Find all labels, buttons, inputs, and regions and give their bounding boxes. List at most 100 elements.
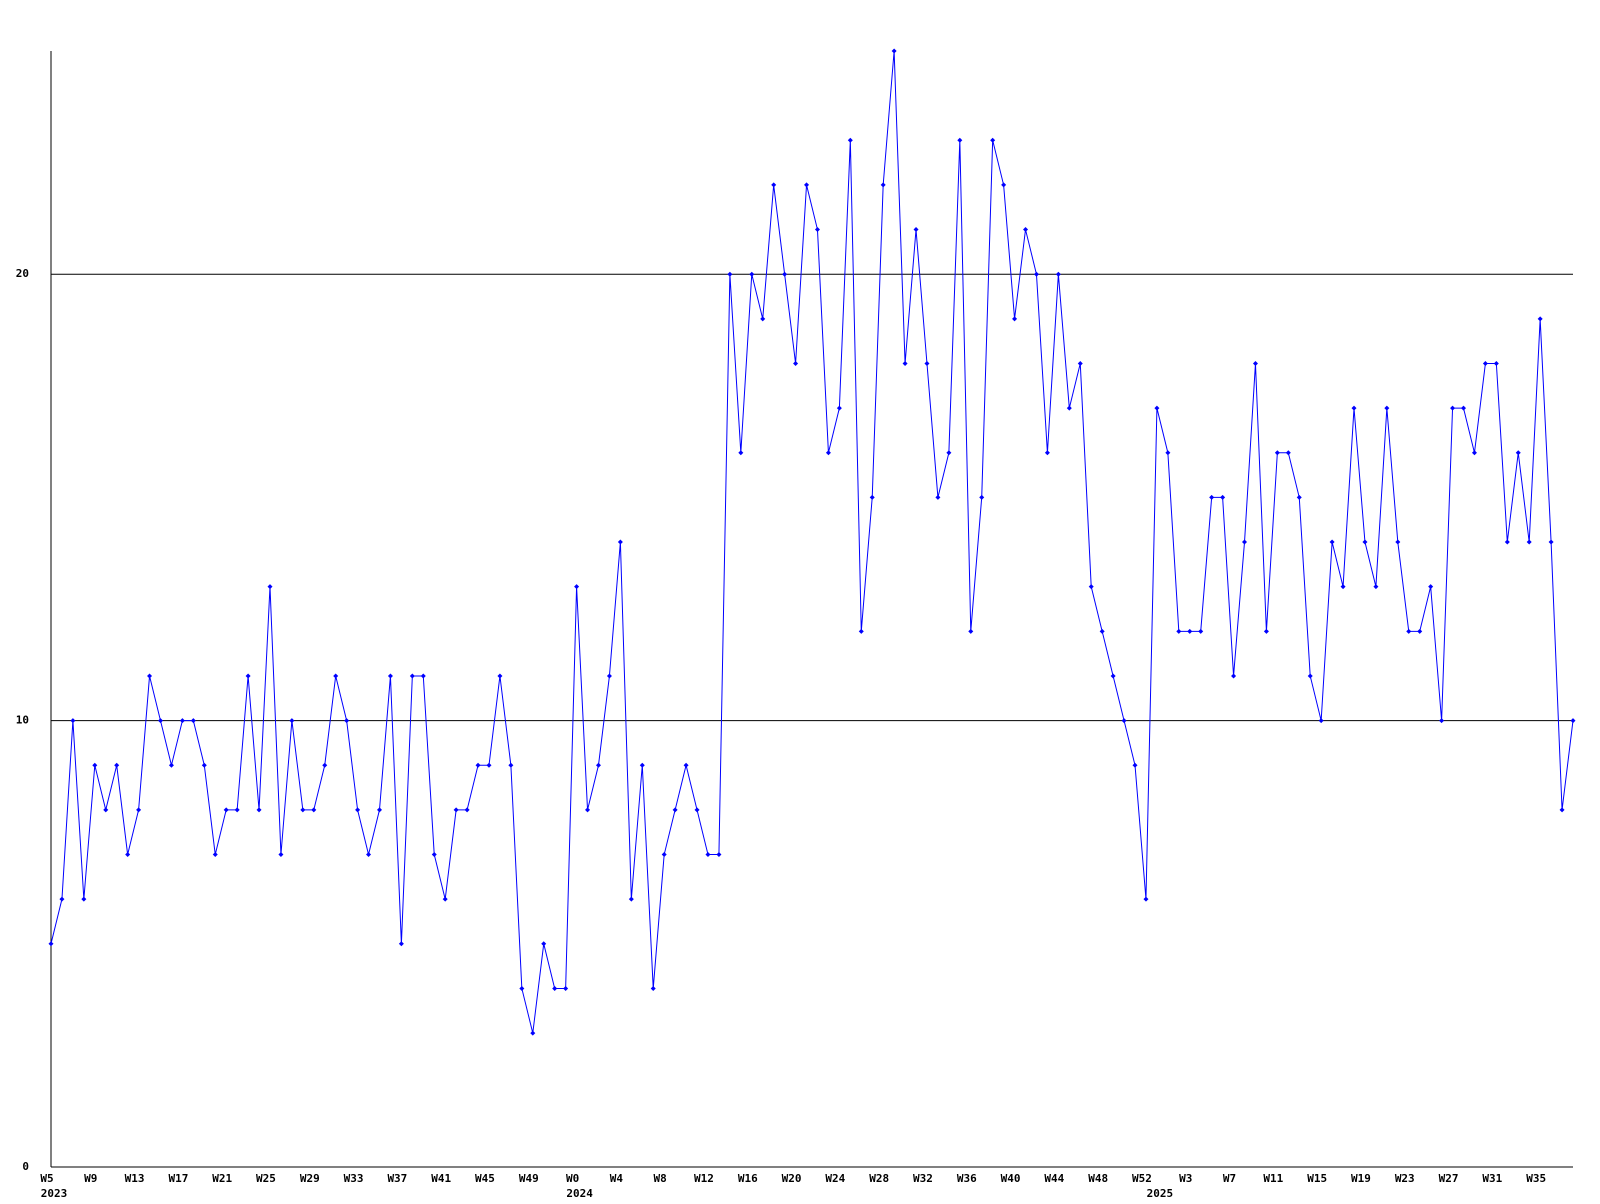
x-tick-label: W21	[212, 1172, 232, 1185]
data-point	[935, 494, 941, 500]
data-point	[1395, 539, 1401, 545]
data-point	[136, 807, 142, 813]
data-point	[212, 852, 218, 858]
data-point	[1373, 584, 1379, 590]
data-point	[924, 360, 930, 366]
data-point	[486, 762, 492, 768]
data-point	[1548, 539, 1554, 545]
data-point	[147, 673, 153, 679]
data-point	[760, 316, 766, 322]
data-point	[201, 762, 207, 768]
data-point	[1001, 182, 1007, 188]
data-point	[1329, 539, 1335, 545]
data-point	[322, 762, 328, 768]
data-point	[387, 673, 393, 679]
y-tick-label: 20	[16, 267, 29, 280]
x-tick-label: W3	[1179, 1172, 1192, 1185]
data-point	[1318, 718, 1324, 724]
x-tick-label: W4	[610, 1172, 624, 1185]
data-point	[990, 137, 996, 143]
data-point	[1023, 227, 1029, 233]
data-point	[70, 718, 76, 724]
data-point	[683, 762, 689, 768]
data-point	[519, 985, 525, 991]
x-tick-label: W0	[566, 1172, 579, 1185]
data-point	[278, 852, 284, 858]
data-point	[223, 807, 229, 813]
data-point	[300, 807, 306, 813]
x-tick-label: W17	[168, 1172, 188, 1185]
data-point	[1274, 450, 1280, 456]
data-point	[804, 182, 810, 188]
data-point	[1220, 494, 1226, 500]
x-tick-label: W23	[1395, 1172, 1415, 1185]
data-point	[103, 807, 109, 813]
x-tick-label: W32	[913, 1172, 933, 1185]
data-point	[1154, 405, 1160, 411]
y-tick-label: 10	[16, 714, 29, 727]
x-tick-label: W15	[1307, 1172, 1327, 1185]
data-point	[1176, 628, 1182, 634]
data-point	[1493, 360, 1499, 366]
data-point	[179, 718, 185, 724]
data-point	[1033, 271, 1039, 277]
data-point	[1285, 450, 1291, 456]
x-tick-label: W20	[782, 1172, 802, 1185]
data-point	[727, 271, 733, 277]
data-point	[716, 852, 722, 858]
data-point	[869, 494, 875, 500]
data-point	[782, 271, 788, 277]
data-point	[1077, 360, 1083, 366]
data-point	[420, 673, 426, 679]
x-tick-label: W37	[387, 1172, 407, 1185]
data-point	[1231, 673, 1237, 679]
data-point	[705, 852, 711, 858]
data-point	[1012, 316, 1018, 322]
data-point	[234, 807, 240, 813]
data-point	[289, 718, 295, 724]
data-point	[1428, 584, 1434, 590]
data-point	[1099, 628, 1105, 634]
data-point	[825, 450, 831, 456]
data-point	[1351, 405, 1357, 411]
data-point	[1537, 316, 1543, 322]
data-point	[1417, 628, 1423, 634]
data-point	[1165, 450, 1171, 456]
y-tick-label: 0	[22, 1160, 29, 1173]
x-tick-label: W12	[694, 1172, 714, 1185]
data-point	[1439, 718, 1445, 724]
data-point	[497, 673, 503, 679]
data-point	[628, 896, 634, 902]
data-point	[957, 137, 963, 143]
x-tick-label: W27	[1439, 1172, 1459, 1185]
x-tick-label: W11	[1263, 1172, 1283, 1185]
data-point	[355, 807, 361, 813]
x-tick-label: W52	[1132, 1172, 1152, 1185]
data-point	[409, 673, 415, 679]
data-point	[81, 896, 87, 902]
data-point	[92, 762, 98, 768]
data-point	[891, 48, 897, 54]
data-point	[333, 673, 339, 679]
data-point	[1263, 628, 1269, 634]
data-point	[508, 762, 514, 768]
data-point	[157, 718, 163, 724]
data-point	[1471, 450, 1477, 456]
data-point	[552, 985, 558, 991]
data-point	[168, 762, 174, 768]
data-point	[1198, 628, 1204, 634]
data-point	[1362, 539, 1368, 545]
data-point	[902, 360, 908, 366]
data-point	[1066, 405, 1072, 411]
data-point	[442, 896, 448, 902]
data-point	[1121, 718, 1127, 724]
x-tick-label: W49	[519, 1172, 539, 1185]
data-point	[1132, 762, 1138, 768]
data-point	[376, 807, 382, 813]
data-point	[464, 807, 470, 813]
data-point	[847, 137, 853, 143]
data-point	[639, 762, 645, 768]
data-point	[1296, 494, 1302, 500]
data-point	[1570, 718, 1576, 724]
data-point	[1559, 807, 1565, 813]
